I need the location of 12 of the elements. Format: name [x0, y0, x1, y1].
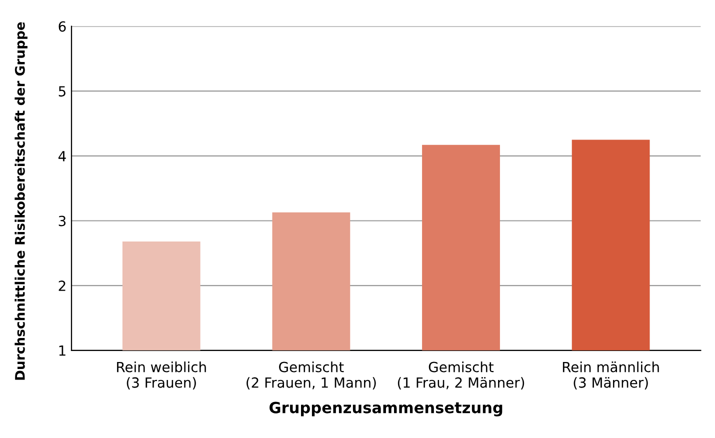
x-tick-label: Gemischt (1 Frau, 2 Männer) — [398, 362, 524, 390]
x-axis-title: Gruppenzusammensetzung — [270, 402, 502, 416]
y-tick-label: 5 — [58, 86, 66, 97]
x-tick-label: Rein männlich (3 Männer) — [562, 362, 659, 390]
y-tick-label: 1 — [59, 346, 66, 356]
x-tick-label: Rein weiblich (3 Frauen) — [117, 362, 206, 390]
y-tick-label: 3 — [58, 216, 66, 226]
y-tick-label: 2 — [58, 280, 66, 291]
y-tick-label: 6 — [58, 21, 66, 32]
y-tick-label: 4 — [58, 151, 66, 162]
x-tick-label: Gemischt (2 Frauen, 1 Mann) — [246, 362, 376, 390]
y-axis-title: Durchschnittliche Risikobereitschaft der Gruppe — [14, 22, 28, 380]
